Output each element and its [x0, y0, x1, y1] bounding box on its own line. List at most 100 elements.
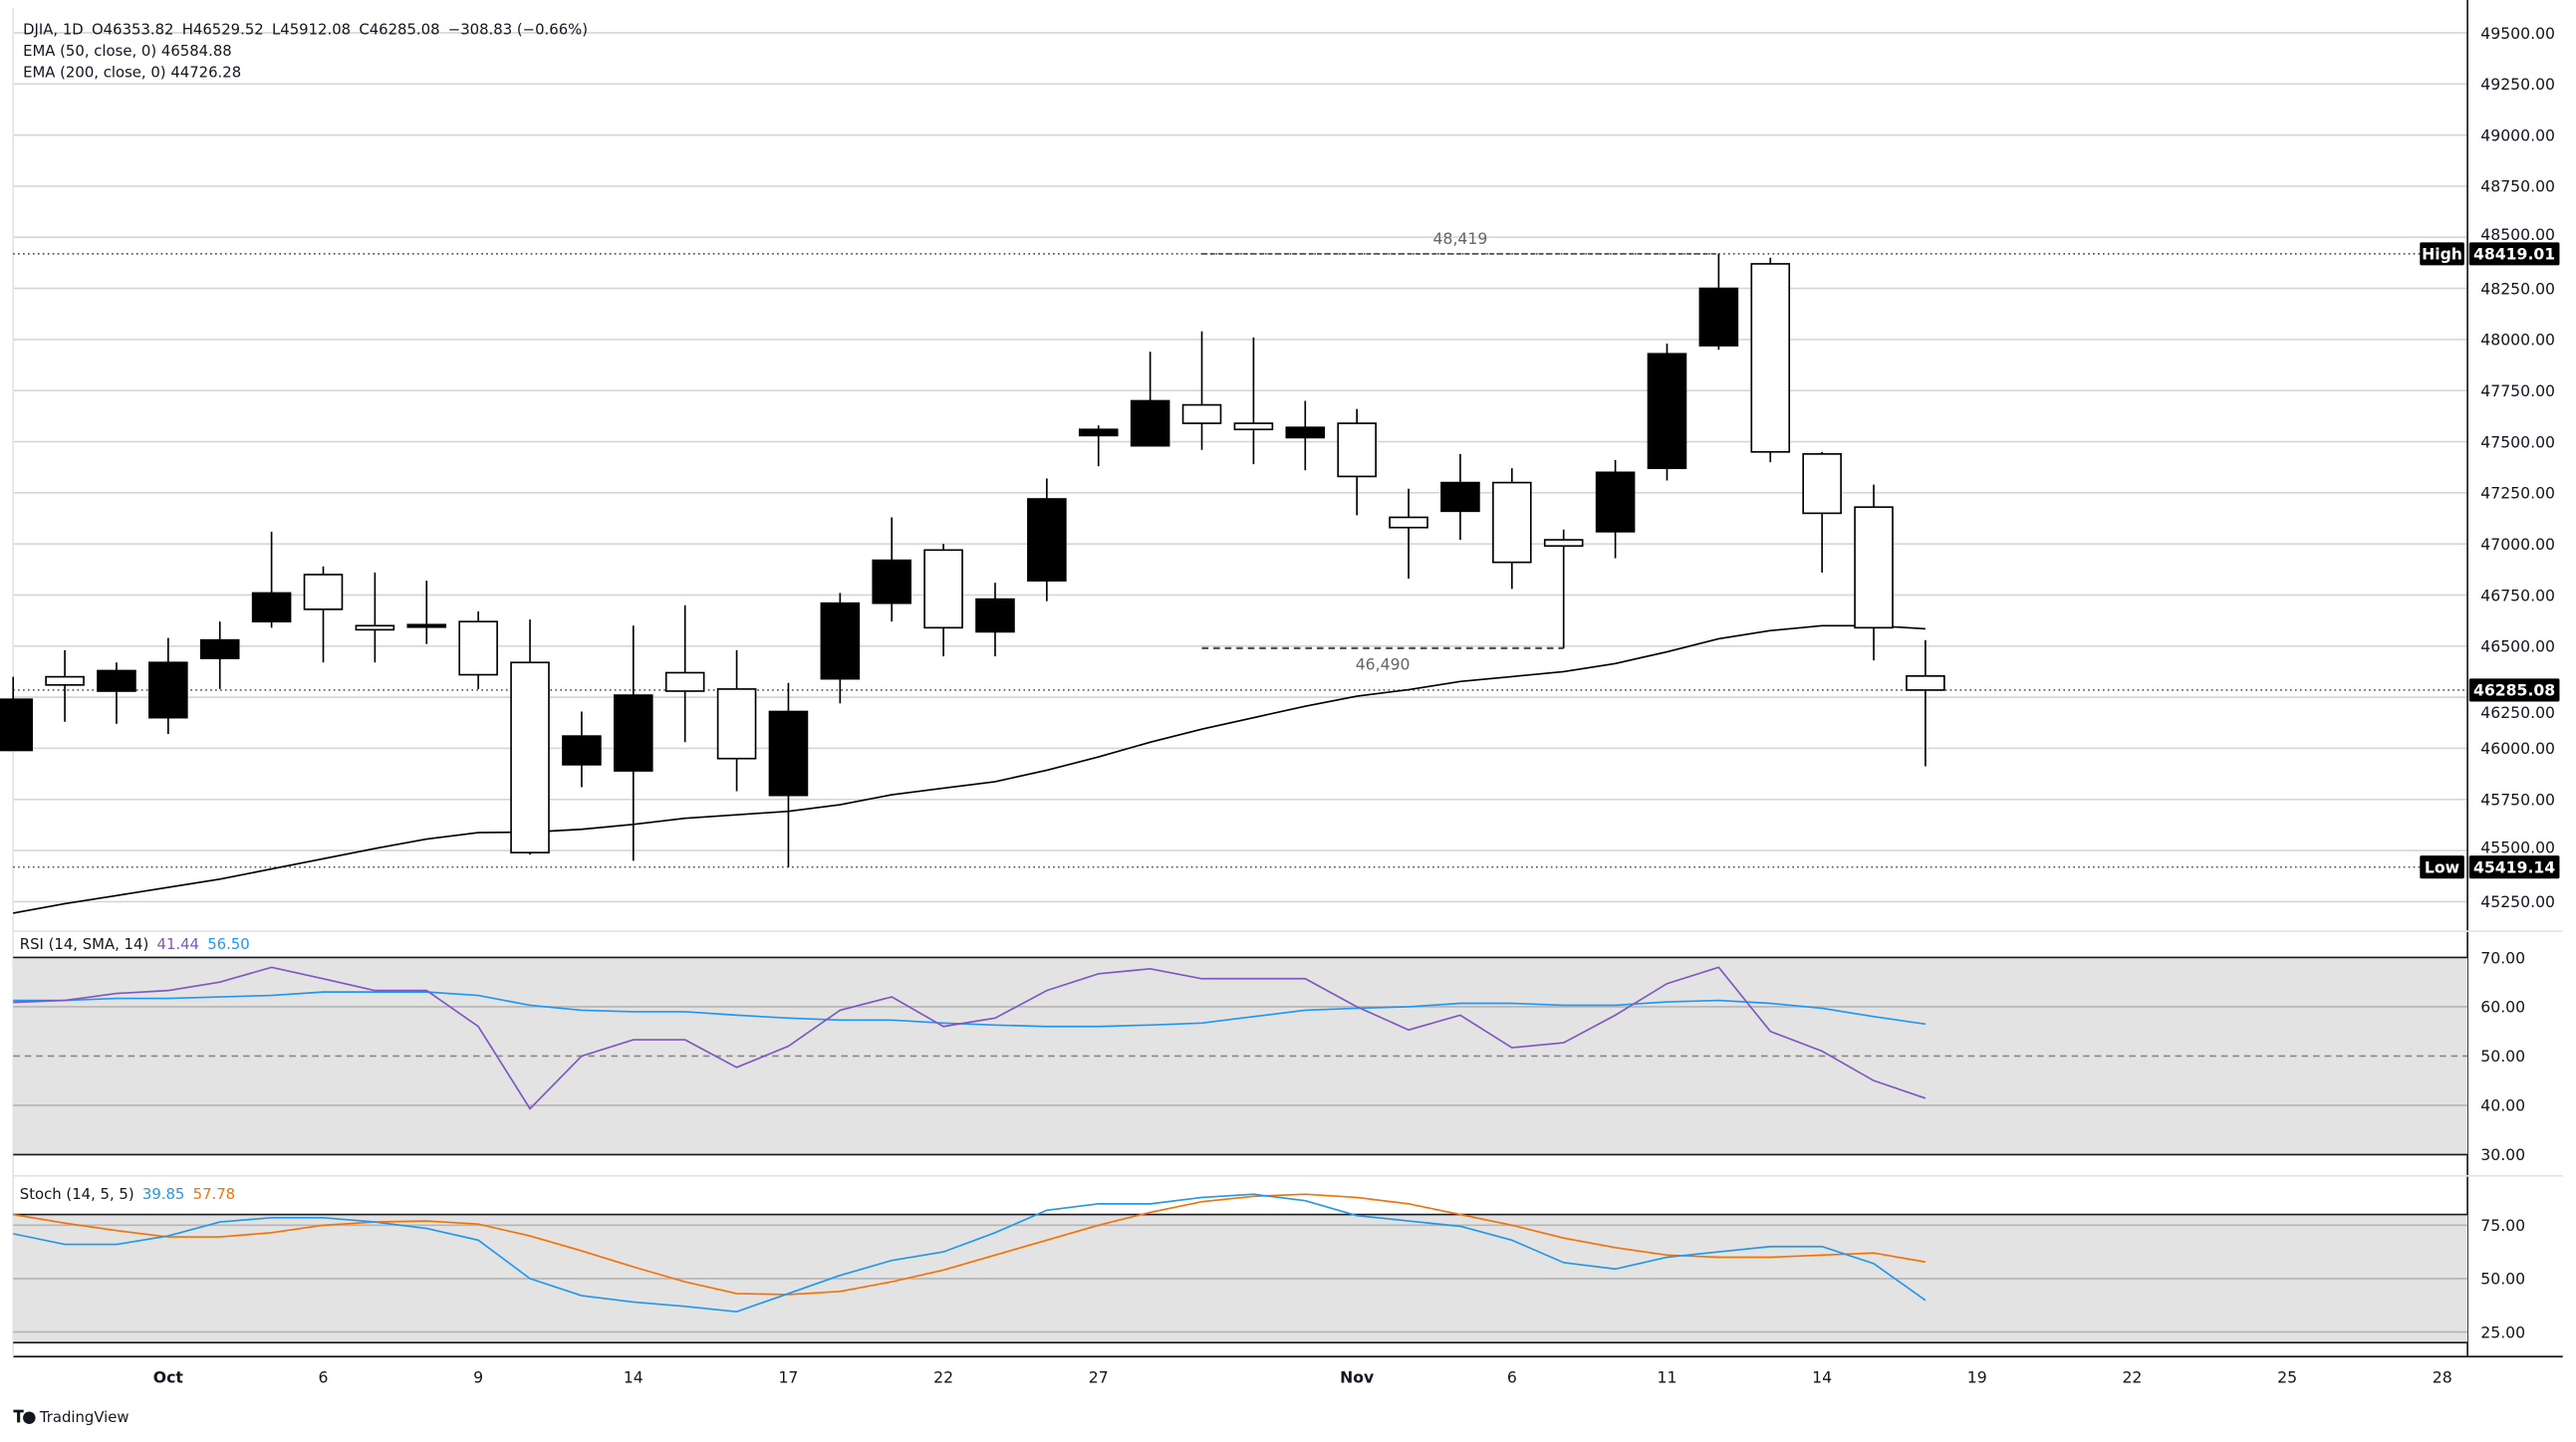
stoch-tick-label: 50.00: [2480, 1270, 2525, 1289]
high-price-label-bg: [2468, 242, 2560, 266]
price-tick-label: 47000.00: [2480, 535, 2555, 554]
low-value: L45912.08: [271, 23, 352, 40]
candle-up: [199, 638, 240, 659]
candle-down: [1543, 539, 1584, 548]
time-tick-label: 25: [2277, 1368, 2297, 1387]
candle-up: [768, 710, 809, 797]
high-value: H46529.52: [181, 23, 264, 40]
time-tick-label: Nov: [1340, 1368, 1374, 1387]
candle-down: [923, 549, 963, 629]
price-tick-label: 47250.00: [2480, 484, 2555, 503]
time-tick-label: 19: [1967, 1368, 1987, 1387]
low-tag-bg: [2420, 855, 2464, 879]
price-tick-label: 45250.00: [2480, 892, 2555, 911]
time-tick-label: 11: [1658, 1368, 1677, 1387]
candle-down: [1802, 453, 1842, 515]
candle-up: [562, 735, 602, 766]
high-price-label: 48419.01: [2473, 245, 2555, 264]
rsi-sma-value: 56.50: [207, 937, 250, 955]
candle-up: [614, 694, 653, 772]
symbol-label[interactable]: DJIA, 1D: [23, 23, 84, 40]
candle-up: [1027, 498, 1067, 582]
price-tick-label: 46750.00: [2480, 586, 2555, 604]
price-tick-label: 48500.00: [2480, 225, 2555, 244]
price-tick-label: 47750.00: [2480, 381, 2555, 400]
low-tag: Low: [2425, 857, 2459, 876]
tradingview-label: TradingView: [39, 1409, 129, 1427]
candle-up: [0, 698, 33, 752]
time-tick-label: 28: [2433, 1368, 2452, 1387]
last-price-label-bg: [2468, 678, 2560, 702]
price-tick-label: 47500.00: [2480, 432, 2555, 451]
rsi-line: [13, 966, 1927, 1110]
rsi-legend[interactable]: RSI (14, SMA, 14) 41.44 56.50: [20, 936, 258, 956]
low-price-label: 45419.14: [2473, 857, 2555, 876]
tradingview-logo-icon: 𝐓●: [13, 1409, 36, 1428]
candle-up: [1698, 287, 1739, 347]
candle-down: [1906, 674, 1945, 691]
price-tick-label: 46250.00: [2480, 703, 2555, 722]
price-tick-label: 48750.00: [2480, 177, 2555, 196]
stoch-tick-label: 75.00: [2480, 1216, 2525, 1235]
price-tick-label: 45750.00: [2480, 791, 2555, 810]
rsi-tick-label: 60.00: [2480, 998, 2525, 1017]
candle-up: [975, 598, 1015, 633]
rsi-title: RSI (14, SMA, 14): [19, 937, 149, 955]
ema50-legend[interactable]: EMA (50, close, 0) 46584.88: [23, 44, 232, 62]
price-tick-label: 48000.00: [2480, 331, 2555, 350]
price-tick-label: 46500.00: [2480, 637, 2555, 656]
time-tick-label: 9: [473, 1368, 483, 1387]
price-tick-label: 49000.00: [2480, 125, 2555, 144]
open-value: O46353.82: [91, 23, 174, 40]
swing-low-annotation-label: 46,490: [1356, 654, 1411, 673]
stoch-d-value: 57.78: [192, 1187, 236, 1204]
price-tick-label: 45500.00: [2480, 839, 2555, 857]
candle-up: [1078, 428, 1119, 437]
candle-down: [458, 620, 498, 676]
candle-down: [45, 675, 85, 686]
candle-up: [97, 669, 136, 692]
time-tick-label: 17: [778, 1368, 798, 1387]
stoch-title: Stoch (14, 5, 5): [19, 1187, 134, 1204]
candle-down: [1750, 263, 1791, 453]
ema200-legend[interactable]: EMA (200, close, 0) 44726.28: [23, 65, 242, 83]
ema50-line: [13, 624, 1926, 914]
time-tick-label: 6: [319, 1368, 329, 1387]
price-tick-label: 49500.00: [2480, 24, 2555, 43]
candle-down: [303, 574, 344, 610]
time-tick-label: 27: [1089, 1368, 1109, 1387]
rsi-value: 41.44: [156, 937, 199, 955]
time-tick-label: 14: [624, 1368, 644, 1387]
low-price-label-bg: [2468, 855, 2560, 879]
rsi-tick-label: 40.00: [2480, 1096, 2525, 1115]
close-value: C46285.08: [359, 23, 440, 40]
candle-down: [1233, 422, 1274, 431]
high-annotation-label: 48,419: [1433, 229, 1488, 248]
candle-up: [1647, 353, 1687, 470]
candle-up: [1130, 399, 1170, 447]
price-tick-label: 48250.00: [2480, 279, 2555, 298]
candle-up: [251, 592, 292, 623]
high-tag: High: [2422, 245, 2462, 264]
time-tick-label: 22: [933, 1368, 953, 1387]
change-value: −308.83 (−0.66%): [447, 23, 589, 40]
symbol-legend: DJIA, 1D O46353.82 H46529.52 L45912.08 C4628…: [23, 21, 596, 41]
candle-up: [872, 559, 912, 604]
candle-up: [1440, 481, 1480, 513]
candle-up: [820, 601, 861, 680]
candle-down: [664, 671, 705, 692]
candle-down: [1492, 481, 1532, 564]
stoch-legend[interactable]: Stoch (14, 5, 5) 39.85 57.78: [20, 1186, 244, 1206]
time-tick-label: 14: [1812, 1368, 1832, 1387]
candle-down: [1337, 422, 1377, 478]
candle-up: [1595, 471, 1636, 533]
rsi-tick-label: 70.00: [2480, 948, 2525, 967]
candle-down: [1181, 403, 1222, 424]
candle-up: [406, 623, 447, 628]
candle-down: [355, 624, 395, 631]
stoch-tick-label: 25.00: [2480, 1322, 2525, 1341]
tradingview-branding[interactable]: 𝐓● TradingView: [13, 1409, 129, 1427]
candle-down: [716, 688, 757, 760]
